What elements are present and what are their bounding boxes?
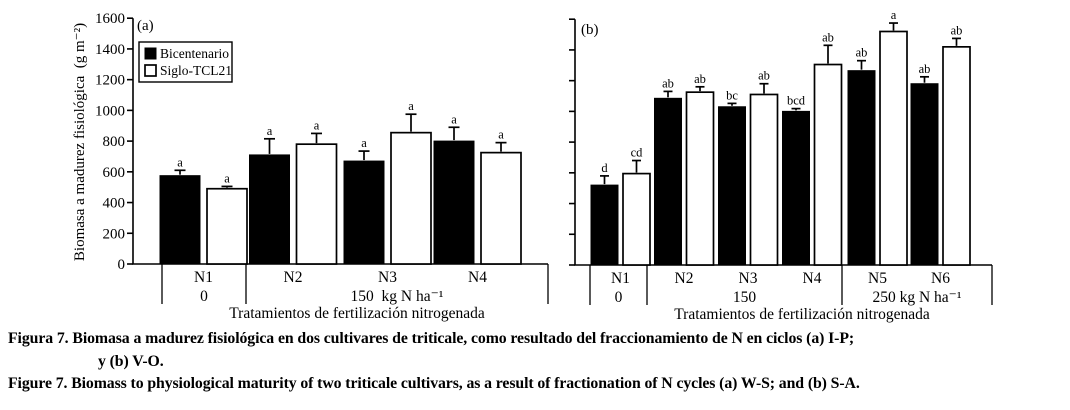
legend-swatch-Bicentenario: [144, 47, 157, 60]
category-label: N1: [611, 270, 630, 287]
bar-Siglo-TCL21-N5: [879, 30, 908, 266]
caption-line-english: Figure 7. Biomass to physiological matur…: [8, 375, 860, 392]
chart-panel-b: (b) d ab bc bcd ab ab cd ab ab ab a ab N1 N2 N3 N4 N5 N6 0 1…: [569, 8, 993, 323]
significance-letter: a: [267, 124, 273, 138]
legend-label: Siglo-TCL21: [160, 63, 232, 78]
bar-Siglo-TCL21-N1: [206, 187, 248, 265]
category-label: N6: [931, 270, 950, 287]
group-dose-label: 0: [615, 289, 623, 306]
significance-letter: bcd: [787, 94, 806, 108]
y-tick-label: 400: [103, 196, 126, 212]
y-tick-label: 800: [103, 134, 126, 150]
x-axis-title: Tratamientos de fertilización nitrogenad…: [229, 305, 485, 322]
y-tick-label: 0: [118, 257, 126, 273]
bar-Siglo-TCL21-N6: [942, 46, 971, 266]
bar-Bicentenario-N2: [249, 154, 290, 265]
significance-letter: ab: [822, 30, 834, 44]
bar-Siglo-TCL21-N4: [480, 151, 522, 265]
caption-line-spanish-cont: y (b) V-O.: [98, 352, 164, 370]
category-label: N2: [284, 269, 303, 286]
bar-Bicentenario-N1: [590, 184, 619, 266]
category-label: N4: [468, 269, 487, 286]
category-label: N3: [739, 270, 758, 287]
bar-Bicentenario-N3: [343, 160, 385, 265]
group-dose-label: 0: [200, 288, 208, 305]
bar-Siglo-TCL21-N4: [813, 63, 843, 266]
y-tick-label: 1000: [95, 103, 125, 119]
bar-Bicentenario-N6: [910, 83, 939, 266]
significance-letter: a: [361, 136, 367, 150]
y-tick-label: 200: [103, 226, 126, 242]
figure-caption: Figura 7. Biomasa a madurez fisiológica …: [0, 328, 1070, 396]
significance-letter: a: [451, 112, 457, 126]
significance-letter: bc: [726, 88, 738, 102]
significance-letter: ab: [919, 62, 931, 76]
group-dose-label: 250 kg N ha⁻¹: [872, 289, 961, 306]
bar-Bicentenario-N2: [654, 97, 682, 266]
legend-swatch-Siglo-TCL21: [144, 64, 157, 77]
bar-Bicentenario-N4: [433, 140, 475, 265]
panel-label: (b): [581, 22, 599, 38]
bar-Bicentenario-N1: [159, 175, 201, 265]
bar-Siglo-TCL21-N2: [295, 143, 338, 265]
significance-letter: a: [408, 99, 414, 113]
category-label: N3: [378, 269, 397, 286]
significance-letter: ab: [951, 23, 963, 37]
caption-line-spanish: Figura 7. Biomasa a madurez fisiológica …: [8, 330, 855, 347]
significance-letter: a: [177, 155, 183, 169]
bar-Siglo-TCL21-N2: [685, 91, 715, 266]
dual-bar-chart-canvas: 0 200 400 600 800 1000 1200 1400 1600 Biomasa a m…: [72, 8, 993, 323]
y-tick-label: 1200: [95, 73, 125, 89]
significance-letter: ab: [694, 72, 706, 86]
y-tick-label: 1600: [95, 11, 125, 27]
significance-letter: a: [314, 118, 320, 132]
significance-letter: ab: [856, 46, 868, 60]
significance-letter: cd: [631, 146, 644, 160]
panel-label: (a): [137, 18, 154, 34]
significance-letter: a: [498, 128, 504, 142]
category-label: N1: [194, 269, 213, 286]
bar-Siglo-TCL21-N1: [622, 172, 651, 266]
group-dose-label: 150: [733, 289, 757, 306]
bar-Bicentenario-N4: [782, 110, 810, 266]
bar-Bicentenario-N3: [718, 106, 746, 266]
significance-letter: d: [601, 161, 608, 175]
y-axis-title: Biomasa a madurez fisiológica (g m⁻²): [72, 23, 88, 261]
group-dose-label: 150 kg N ha⁻¹: [351, 288, 444, 305]
significance-letter: a: [224, 171, 230, 185]
y-tick-label: 1400: [95, 42, 125, 58]
significance-letter: a: [891, 8, 897, 22]
bar-Bicentenario-N5: [847, 70, 876, 266]
significance-letter: ab: [758, 69, 770, 83]
category-label: N5: [868, 270, 887, 287]
bar-Siglo-TCL21-N3: [390, 131, 432, 265]
legend-label: Bicentenario: [160, 46, 229, 61]
significance-letter: ab: [662, 76, 674, 90]
bar-Siglo-TCL21-N3: [749, 93, 779, 266]
y-tick-label: 600: [103, 165, 126, 181]
chart-panel-a: 0 200 400 600 800 1000 1200 1400 1600 Biomasa a m…: [72, 11, 549, 322]
category-label: N2: [675, 270, 694, 287]
category-label: N4: [803, 270, 822, 287]
x-axis-title: Tratamientos de fertilización nitrogenad…: [674, 306, 930, 323]
